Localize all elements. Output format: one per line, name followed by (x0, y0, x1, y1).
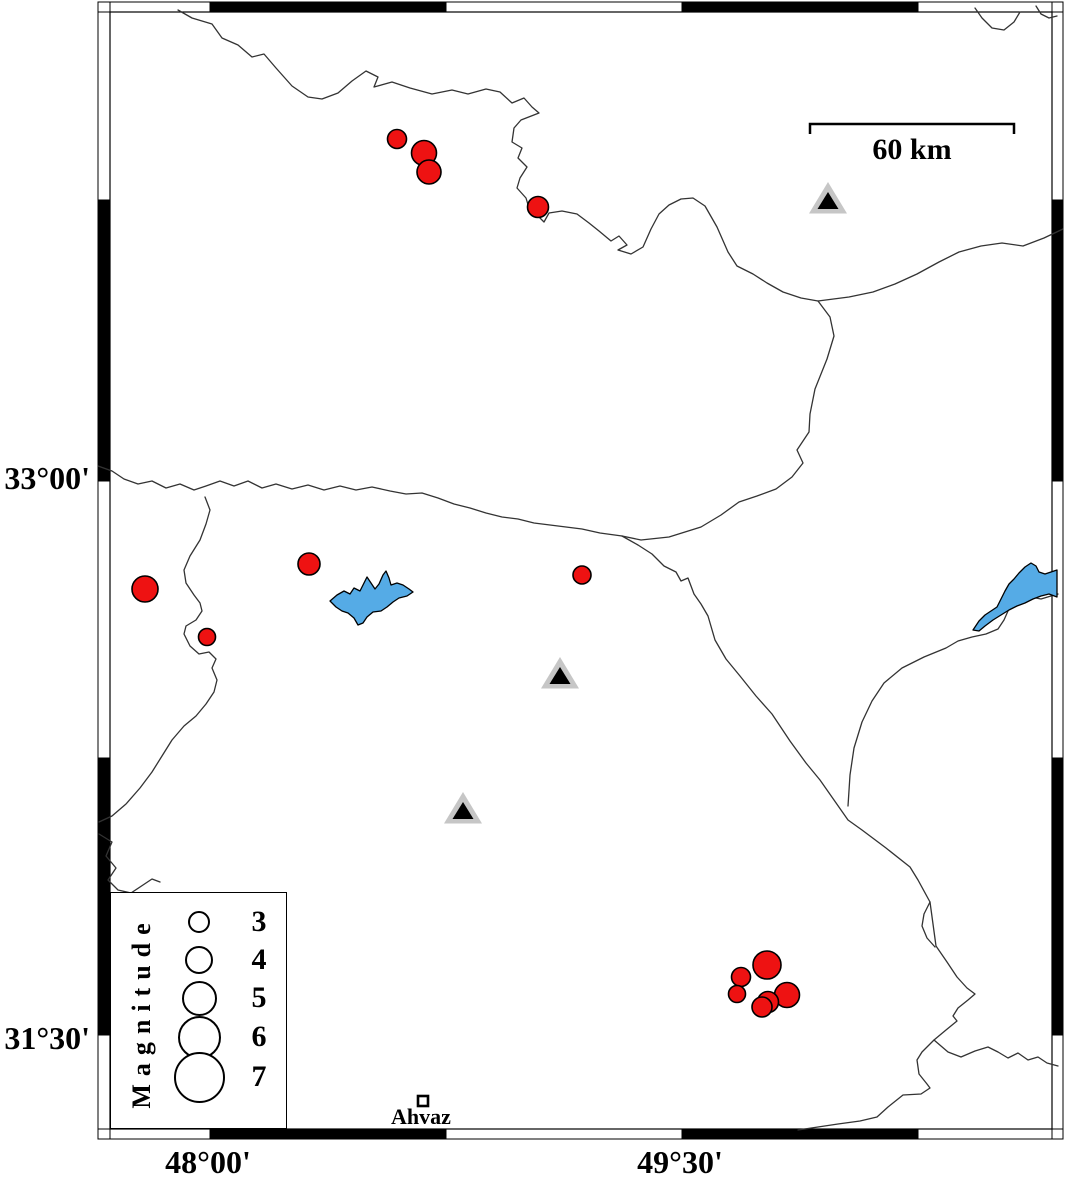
frame-segment-left (97, 199, 111, 482)
x-axis-label-49e30: 49°30' (637, 1144, 723, 1178)
legend-magnitude-circle (188, 911, 210, 933)
border-line-northeast (817, 228, 1064, 302)
earthquake-marker (727, 984, 747, 1004)
legend-magnitude-circle (181, 980, 217, 1016)
earthquake-marker (131, 575, 159, 603)
city-label: Ahvaz (391, 1104, 451, 1129)
frame-segment-left (97, 1128, 111, 1140)
lakes (329, 562, 1058, 632)
frame-segment-bottom (109, 1128, 211, 1140)
earthquake-marker (197, 627, 217, 647)
border-line-north (177, 9, 819, 302)
border-line-central (621, 300, 835, 541)
border-line-river-fork (921, 901, 936, 948)
legend-magnitude-value: 7 (251, 1060, 267, 1093)
border-line-southeast (621, 535, 976, 1131)
earthquake-marker (751, 996, 773, 1018)
station-triangle-core (817, 192, 839, 209)
earthquake-marker (297, 552, 321, 576)
frame-segment-right (1051, 11, 1064, 201)
coastline-east (847, 588, 1059, 807)
border-line-west (97, 465, 623, 537)
frame-segment-top (917, 1, 1053, 13)
boundary-lines (97, 5, 1064, 1131)
frame-segment-left (97, 1034, 111, 1130)
frame-segment-right (1051, 199, 1064, 482)
frame-segment-top (209, 1, 447, 13)
frame-segment-left (97, 11, 111, 201)
legend-magnitude-value: 4 (251, 943, 267, 976)
border-fragment-ne-corner (974, 7, 1021, 31)
legend-magnitude-circle (173, 1051, 225, 1103)
earthquake-marker (730, 966, 752, 988)
legend-magnitude-value: 5 (251, 981, 267, 1014)
lake-east (972, 562, 1058, 632)
border-line-southwest (98, 833, 161, 894)
frame-segment-top (109, 1, 211, 13)
legend-title: Magnitude (127, 915, 156, 1109)
scale-bar (808, 122, 1016, 134)
frame-segment-bottom (681, 1128, 919, 1140)
magnitude-legend: Magnitude 3 4 5 6 7 (110, 892, 287, 1129)
frame-segment-left (97, 1, 111, 13)
frame-segment-left (97, 480, 111, 759)
y-axis-label-33n: 33°00' (4, 460, 90, 496)
earthquake-marker (416, 159, 442, 185)
earthquake-marker (572, 565, 592, 585)
map-frame (97, 1, 1064, 1140)
x-axis-label-48e: 48°00' (165, 1144, 251, 1178)
city-square (416, 1094, 430, 1108)
frame-segment-bottom (445, 1128, 683, 1140)
frame-segment-right (1051, 1128, 1064, 1140)
border-fragment-ne-corner2 (1035, 5, 1058, 19)
frame-segment-bottom (917, 1128, 1053, 1140)
map-inner-border (109, 11, 1053, 1130)
earthquake-marker (386, 128, 408, 150)
border-line-peninsula (98, 496, 218, 823)
legend-magnitude-value: 6 (251, 1020, 267, 1053)
y-axis-label-31n30: 31°30' (4, 1020, 90, 1056)
station-triangle-core (452, 802, 474, 819)
city-marker (416, 1094, 430, 1108)
frame-segment-right (1051, 480, 1064, 759)
scale-bar-label: 60 km (872, 133, 952, 166)
earthquake-marker (752, 950, 782, 980)
frame-segment-bottom (209, 1128, 447, 1140)
frame-segment-right (1051, 757, 1064, 1036)
border-line-east-exit (933, 1039, 1059, 1067)
lake-dez (329, 570, 414, 626)
legend-magnitude-value: 3 (251, 905, 267, 938)
scale-bar-bracket (808, 122, 1016, 134)
frame-segment-top (445, 1, 683, 13)
station-markers (444, 182, 847, 824)
frame-segment-right (1051, 1034, 1064, 1130)
frame-segment-left (97, 757, 111, 1036)
earthquake-markers (131, 128, 801, 1018)
earthquake-marker (526, 195, 550, 219)
frame-segment-top (681, 1, 919, 13)
legend-magnitude-circle (185, 946, 213, 974)
station-triangle-core (549, 667, 571, 684)
frame-segment-right (1051, 1, 1064, 13)
